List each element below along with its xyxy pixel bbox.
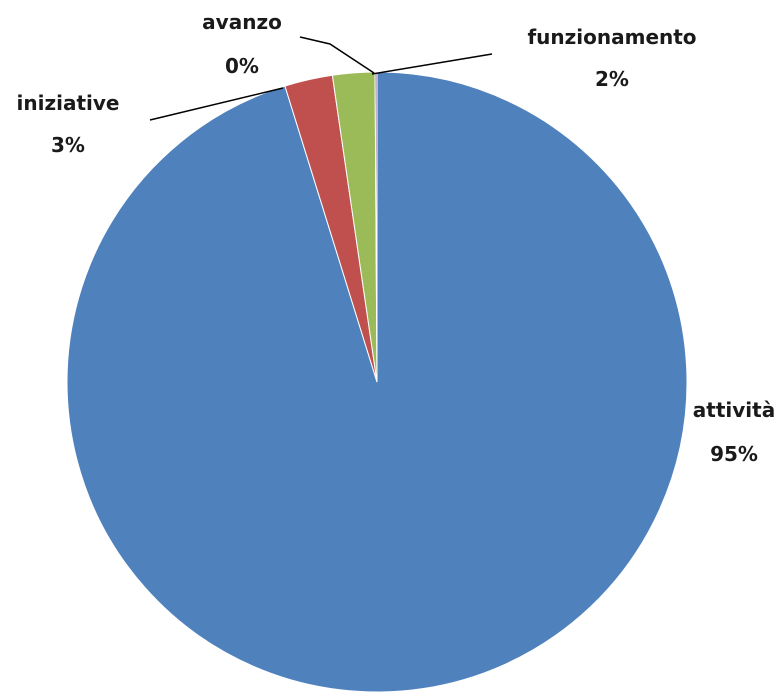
data-label-percent-funzionamento: 2%	[595, 67, 629, 91]
leader-line-iniziative	[149, 87, 284, 121]
data-label-percent-iniziative: 3%	[51, 133, 85, 157]
leader-line-funzionamento	[371, 53, 493, 75]
pie-slice-avanzo	[374, 71, 378, 383]
leader-line-avanzo	[299, 36, 375, 74]
leader-lines	[149, 36, 493, 121]
pie-slices	[66, 71, 688, 693]
data-label-percent-attivita: 95%	[710, 442, 758, 466]
data-label-name-attivita: attività	[693, 398, 775, 422]
data-labels: attività 95% iniziative 3% funzionamento 2% av…	[17, 10, 776, 466]
data-label-name-avanzo: avanzo	[202, 10, 282, 34]
data-label-percent-avanzo: 0%	[225, 54, 259, 78]
data-label-name-funzionamento: funzionamento	[527, 25, 696, 49]
data-label-name-iniziative: iniziative	[17, 91, 120, 115]
